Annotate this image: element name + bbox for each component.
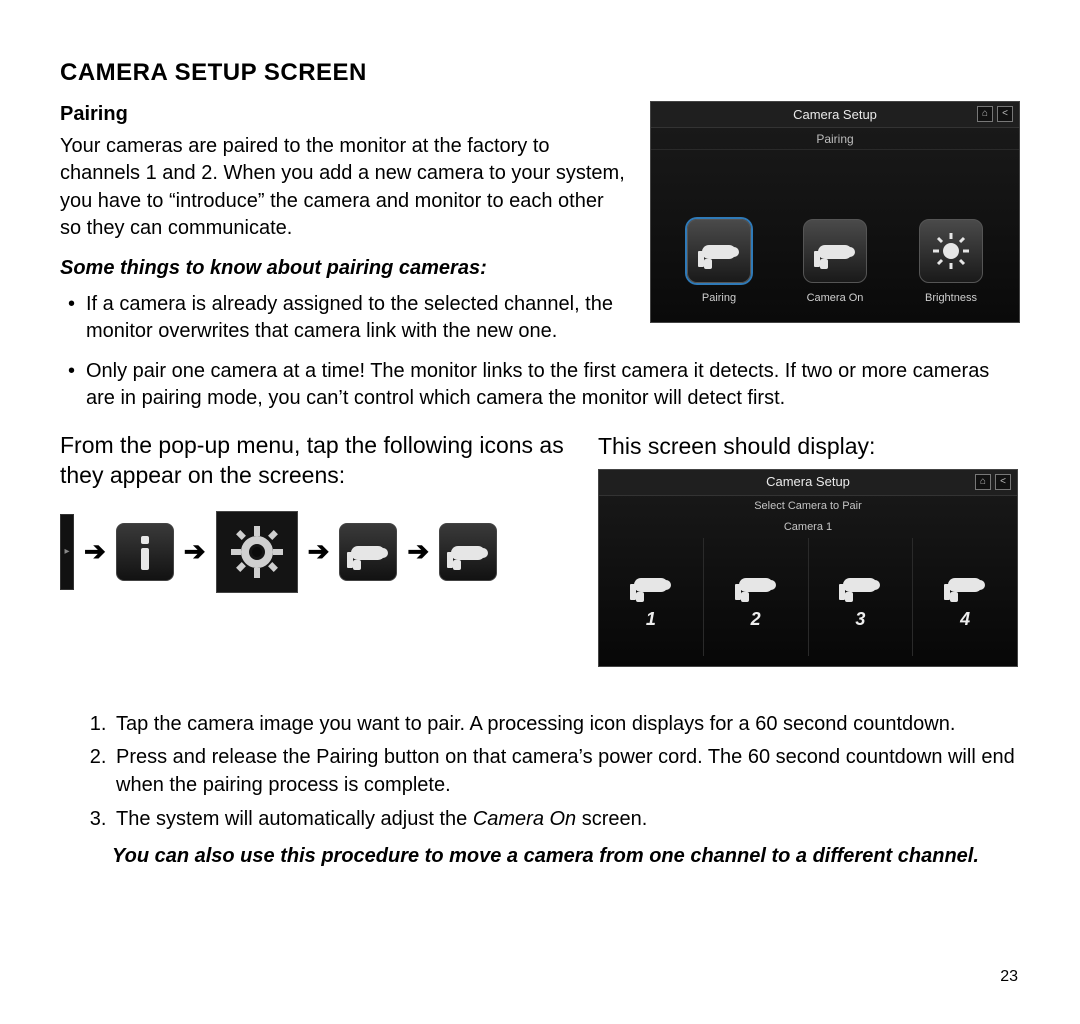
panel-subtitle: Camera 1 — [599, 517, 1017, 538]
option-camera-on: Camera On — [803, 219, 867, 306]
page-title: CAMERA SETUP SCREEN — [60, 56, 1020, 89]
camera-slot-2: 2 — [704, 538, 809, 656]
info-icon — [116, 523, 174, 581]
result-title: This screen should display: — [598, 431, 1020, 463]
steps-list: Tap the camera image you want to pair. A… — [60, 711, 1020, 833]
section-title: Pairing — [60, 101, 628, 129]
panel-title: Camera Setup — [793, 106, 877, 124]
popup-tab-icon: ▸ — [60, 514, 74, 590]
page-number: 23 — [1000, 966, 1018, 988]
step-item: The system will automatically adjust the… — [112, 806, 1020, 834]
camera-setup-screenshot: Camera Setup ⌂ < Pairing Pairing Camera … — [650, 101, 1020, 323]
bullet-item: Only pair one camera at a time! The moni… — [86, 358, 1020, 413]
arrow-icon: ➔ — [407, 535, 429, 569]
back-icon: < — [995, 474, 1011, 490]
home-icon: ⌂ — [977, 106, 993, 122]
back-icon: < — [997, 106, 1013, 122]
camera-slot-3: 3 — [809, 538, 914, 656]
camera-icon — [687, 219, 751, 283]
option-brightness: Brightness — [919, 219, 983, 306]
subheading: Some things to know about pairing camera… — [60, 255, 628, 283]
panel-title: Camera Setup — [766, 473, 850, 491]
camera-icon — [339, 523, 397, 581]
icon-sequence: ▸ ➔ ➔ ➔ ➔ — [60, 511, 570, 593]
option-pairing: Pairing — [687, 219, 751, 306]
panel-subtitle: Pairing — [651, 128, 1019, 150]
panel-subtitle: Select Camera to Pair — [599, 496, 1017, 517]
gear-icon — [216, 511, 298, 593]
arrow-icon: ➔ — [184, 535, 206, 569]
camera-slot-4: 4 — [913, 538, 1017, 656]
closing-note: You can also use this procedure to move … — [60, 843, 1020, 871]
camera-icon — [439, 523, 497, 581]
step-item: Tap the camera image you want to pair. A… — [112, 711, 1020, 739]
select-camera-screenshot: Camera Setup ⌂ < Select Camera to Pair C… — [598, 469, 1018, 667]
brightness-icon — [919, 219, 983, 283]
intro-paragraph: Your cameras are paired to the monitor a… — [60, 133, 628, 243]
arrow-icon: ➔ — [308, 535, 330, 569]
home-icon: ⌂ — [975, 474, 991, 490]
arrow-icon: ➔ — [84, 535, 106, 569]
camera-slot-1: 1 — [599, 538, 704, 656]
step-item: Press and release the Pairing button on … — [112, 744, 1020, 799]
bullet-item: If a camera is already assigned to the s… — [86, 291, 628, 346]
instruction-text: From the pop-up menu, tap the following … — [60, 431, 570, 491]
camera-icon — [803, 219, 867, 283]
